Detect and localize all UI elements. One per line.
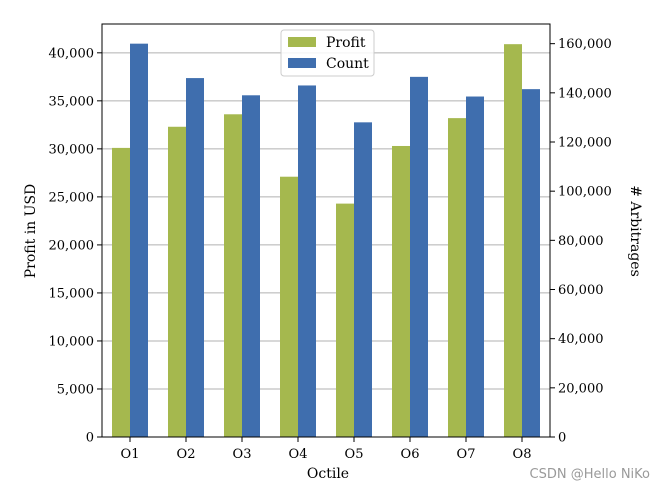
y-right-tick-label: 140,000: [558, 86, 612, 101]
bars: [112, 43, 540, 438]
x-tick-label: O5: [345, 447, 364, 462]
y-right-tick-label: 20,000: [558, 381, 604, 396]
x-tick-label: O3: [233, 447, 252, 462]
y-left-tick-label: 25,000: [49, 190, 95, 205]
bar-profit: [392, 145, 410, 437]
y-left-tick-label: 35,000: [49, 94, 95, 109]
y-left-tick-label: 10,000: [49, 334, 95, 349]
bar-profit: [224, 114, 242, 437]
x-tick-label: O2: [177, 447, 196, 462]
y-left-tick-label: 15,000: [49, 286, 95, 301]
x-tick-label: O7: [457, 447, 476, 462]
bar-profit: [448, 118, 466, 437]
bar-count: [522, 89, 540, 437]
y-right-tick-label: 60,000: [558, 283, 604, 298]
legend-label-profit: Profit: [326, 35, 366, 51]
bar-profit: [504, 44, 522, 437]
bar-profit: [336, 203, 354, 437]
bar-count: [242, 95, 260, 438]
legend: Profit Count: [280, 29, 375, 77]
y-left-tick-label: 20,000: [49, 238, 95, 253]
y-right-tick-label: 100,000: [558, 185, 612, 200]
y-axis-right-label: # Arbitrages: [627, 185, 643, 277]
bar-profit: [112, 147, 130, 437]
y-right-tick-label: 120,000: [558, 136, 612, 151]
legend-label-count: Count: [326, 56, 369, 72]
x-tick-label: O8: [513, 447, 532, 462]
x-tick-label: O4: [289, 447, 308, 462]
y-right-tick-label: 40,000: [558, 332, 604, 347]
bar-count: [186, 78, 204, 437]
y-left-tick-label: 40,000: [49, 46, 95, 61]
y-right-tick-label: 160,000: [558, 37, 612, 52]
y-left-tick-label: 0: [86, 431, 94, 446]
plot-frame: [101, 23, 551, 438]
bar-count: [466, 96, 484, 437]
y-right-tick-label: 80,000: [558, 234, 604, 249]
ticks: O1 O2 O3 O4 O5 O6 O7 O8 0 5,000 10,000 15,000 20,000…: [49, 37, 612, 462]
y-left-tick-label: 5,000: [57, 382, 94, 397]
y-left-tick-label: 30,000: [49, 142, 95, 157]
watermark: CSDN @Hello NiKo: [529, 467, 650, 482]
bar-count: [298, 85, 316, 437]
y-axis-left-label: Profit in USD: [23, 184, 39, 279]
x-tick-label: O1: [121, 447, 140, 462]
bar-count: [354, 122, 372, 437]
legend-swatch-profit: [288, 37, 316, 47]
bar-count: [410, 76, 428, 438]
x-axis-label: Octile: [307, 466, 349, 482]
bar-profit: [280, 176, 298, 437]
x-tick-label: O6: [401, 447, 420, 462]
y-right-tick-label: 0: [558, 431, 566, 446]
bar-count: [130, 43, 148, 438]
bar-profit: [168, 126, 186, 437]
legend-swatch-count: [288, 58, 316, 68]
axes: [101, 23, 551, 438]
